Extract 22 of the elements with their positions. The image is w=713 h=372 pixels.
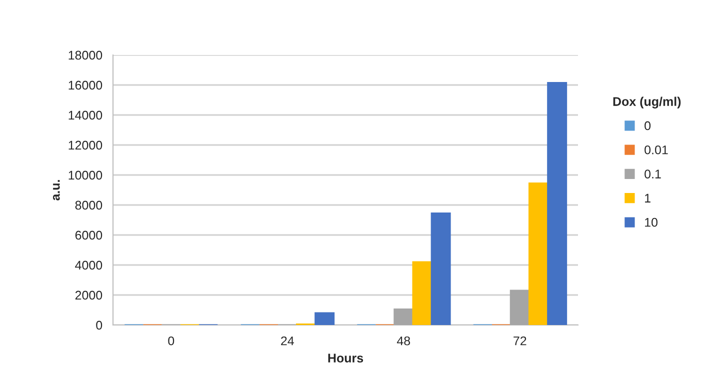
y-tick-label: 14000 — [68, 110, 102, 120]
y-tick-label: 2000 — [75, 290, 102, 300]
x-tick-label: 48 — [396, 336, 410, 346]
legend-label: 0.01 — [644, 145, 668, 154]
y-tick-label: 0 — [96, 320, 102, 330]
legend-label: 0.1 — [644, 170, 661, 178]
y-tick-label: 4000 — [75, 260, 102, 270]
y-tick-label: 12000 — [68, 140, 102, 150]
y-tick-label: 16000 — [68, 80, 102, 90]
x-tick-label: 72 — [514, 336, 526, 346]
legend-label: 0 — [644, 121, 651, 130]
x-tick-label: 0 — [168, 336, 174, 346]
y-tick-label: 10000 — [68, 170, 102, 180]
x-tick-label: 24 — [281, 336, 294, 346]
legend-label: 1 — [645, 194, 650, 202]
legend-label: 10 — [645, 218, 658, 227]
y-tick-label: 6000 — [75, 230, 102, 240]
y-tick-label: 18000 — [68, 50, 102, 60]
y-tick-label: 8000 — [75, 200, 102, 210]
y-axis-title: a.u. — [52, 180, 60, 200]
x-axis-title: Hours — [328, 354, 364, 362]
legend-title: Dox (ug/ml) — [613, 96, 681, 108]
